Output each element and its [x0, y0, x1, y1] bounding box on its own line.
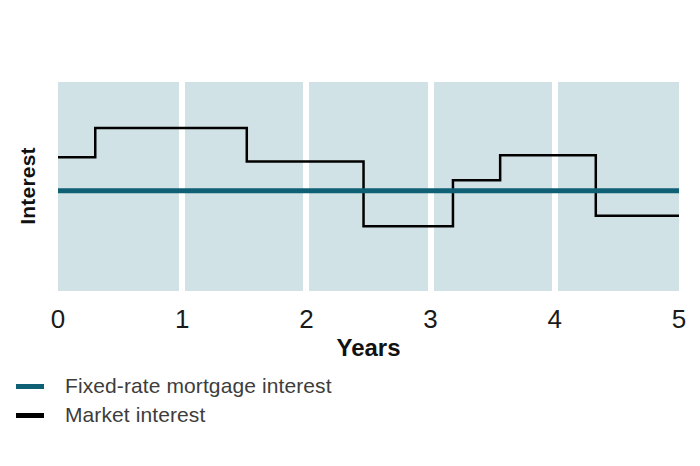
fixed-rate-swatch-icon [16, 384, 44, 389]
x-tick-label-5: 5 [672, 303, 686, 335]
legend-label-market: Market interest [65, 403, 205, 427]
plot-area [58, 82, 679, 291]
x-tick-row: 012345 [58, 303, 679, 335]
x-tick-label-4: 4 [548, 303, 562, 335]
plot-background [58, 82, 679, 291]
chart-figure: Interest 0 1 2 3 4 5 Years Fixed-rate mortgag… [0, 0, 700, 466]
x-tick-label-3: 3 [423, 303, 437, 335]
x-tick-label-1: 1 [175, 303, 189, 335]
x-tick-label-0: 0 [51, 303, 65, 335]
x-tick-label-2: 2 [299, 303, 313, 335]
legend-label-fixed-rate: Fixed-rate mortgage interest [65, 374, 332, 398]
market-swatch-icon [16, 413, 44, 418]
y-axis-label: Interest [16, 96, 40, 276]
legend: Fixed-rate mortgage interest Market inte… [16, 372, 332, 429]
legend-item-fixed-rate: Fixed-rate mortgage interest [16, 372, 332, 400]
x-axis-label: Years [58, 334, 679, 362]
legend-item-market: Market interest [16, 401, 332, 429]
